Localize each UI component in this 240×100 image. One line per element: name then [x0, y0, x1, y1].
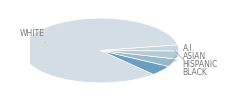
Text: ASIAN: ASIAN — [170, 52, 206, 61]
Text: BLACK: BLACK — [174, 50, 207, 77]
Wedge shape — [101, 50, 179, 59]
Wedge shape — [101, 50, 176, 66]
Wedge shape — [101, 50, 169, 74]
Wedge shape — [23, 18, 178, 83]
Text: HISPANIC: HISPANIC — [174, 56, 218, 69]
Wedge shape — [101, 45, 179, 51]
Text: WHITE: WHITE — [20, 29, 45, 43]
Text: A.I.: A.I. — [159, 44, 195, 68]
